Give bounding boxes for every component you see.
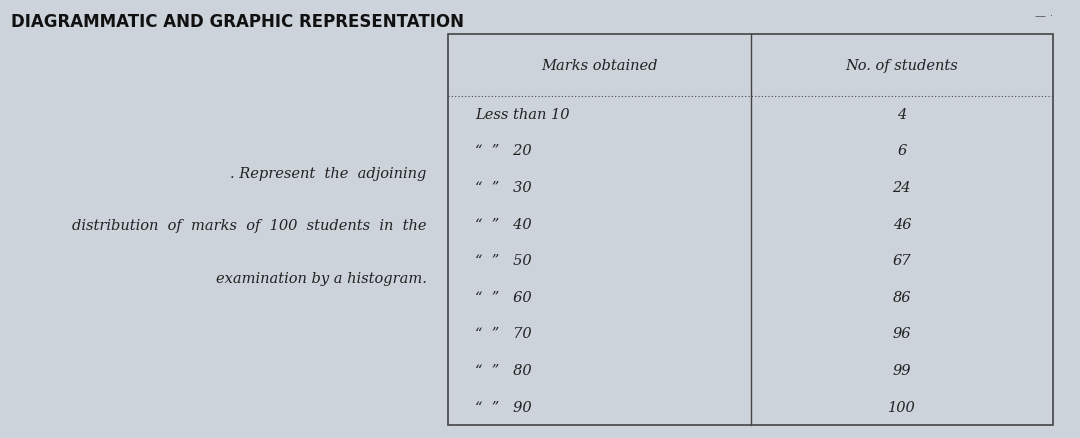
Text: “  ”   30: “ ” 30 <box>475 180 531 194</box>
Text: “  ”   70: “ ” 70 <box>475 327 531 341</box>
Text: — ·: — · <box>1035 11 1053 21</box>
Text: No. of students: No. of students <box>846 59 958 73</box>
Text: 6: 6 <box>897 144 906 158</box>
Text: 46: 46 <box>892 217 912 231</box>
Text: “  ”   50: “ ” 50 <box>475 254 531 268</box>
Text: 100: 100 <box>888 399 916 413</box>
Text: “  ”   80: “ ” 80 <box>475 363 531 377</box>
Text: “  ”   60: “ ” 60 <box>475 290 531 304</box>
Text: examination by a histogram.: examination by a histogram. <box>216 272 427 286</box>
Text: “  ”   20: “ ” 20 <box>475 144 531 158</box>
Text: “  ”   40: “ ” 40 <box>475 217 531 231</box>
Text: Marks obtained: Marks obtained <box>541 59 658 73</box>
Text: 96: 96 <box>892 327 912 341</box>
Text: 4: 4 <box>897 108 906 122</box>
Text: DIAGRAMMATIC AND GRAPHIC REPRESENTATION: DIAGRAMMATIC AND GRAPHIC REPRESENTATION <box>11 13 463 31</box>
Text: 99: 99 <box>892 363 912 377</box>
Text: 24: 24 <box>892 180 912 194</box>
Text: . Represent  the  adjoining: . Represent the adjoining <box>230 166 427 180</box>
Text: “  ”   90: “ ” 90 <box>475 399 531 413</box>
Text: Less than 10: Less than 10 <box>475 108 570 122</box>
Text: distribution  of  marks  of  100  students  in  the: distribution of marks of 100 students in… <box>72 219 427 233</box>
Text: 86: 86 <box>892 290 912 304</box>
Text: 67: 67 <box>892 254 912 268</box>
